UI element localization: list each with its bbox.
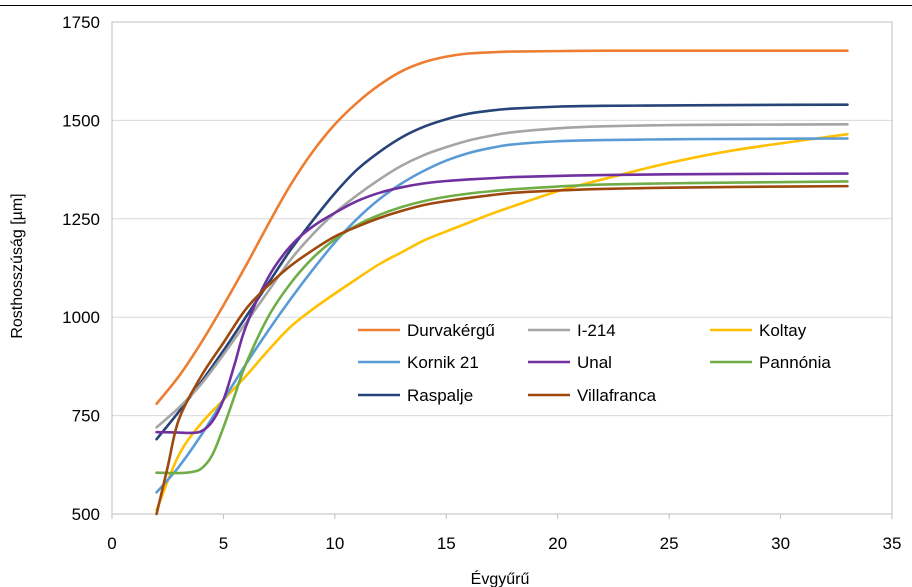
series-line: [155, 180, 849, 475]
y-tick-label: 500: [72, 505, 100, 524]
plot-frame: [111, 21, 893, 515]
y-tick-label: 1750: [62, 13, 100, 32]
series-line: [155, 137, 849, 494]
legend-label: Koltay: [759, 321, 807, 340]
y-axis-ticks: 500 750 1000 1250 1500 1750: [62, 13, 100, 524]
y-axis-title: Rosthosszúság [µm]: [9, 193, 26, 338]
legend-label: I-214: [577, 321, 616, 340]
x-tick-label: 20: [548, 534, 567, 553]
y-tick-label: 1500: [62, 111, 100, 130]
x-tick-label: 15: [437, 534, 456, 553]
legend-label: Raspalje: [407, 386, 473, 405]
series-line: [155, 49, 849, 406]
legend-label: Pannónia: [759, 353, 831, 372]
x-tick-label: 25: [660, 534, 679, 553]
legend: Durvakérgű I-214 Koltay Kornik 21 Unal Pannón…: [358, 321, 831, 405]
x-tick-label: 0: [107, 534, 116, 553]
y-tick-label: 1250: [62, 210, 100, 229]
legend-label: Villafranca: [577, 386, 657, 405]
y-tick-label: 750: [72, 407, 100, 426]
series-line: [155, 184, 849, 516]
series-line: [155, 123, 849, 429]
legend-label: Kornik 21: [407, 353, 479, 372]
series-line: [155, 172, 849, 435]
legend-label: Durvakérgű: [407, 321, 495, 340]
x-tick-label: 35: [883, 534, 902, 553]
series-line: [155, 103, 849, 441]
y-tick-label: 1000: [62, 308, 100, 327]
x-tick-label: 5: [219, 534, 228, 553]
plot-area-border: [111, 21, 893, 515]
x-tick-label: 30: [771, 534, 790, 553]
x-axis-title: Évgyűrű: [471, 569, 530, 587]
x-tick-label: 10: [325, 534, 344, 553]
legend-label: Unal: [577, 353, 612, 372]
x-axis-ticks: 0 5 10 15 20 25 30 35: [107, 514, 901, 553]
series-layer: [155, 49, 849, 516]
